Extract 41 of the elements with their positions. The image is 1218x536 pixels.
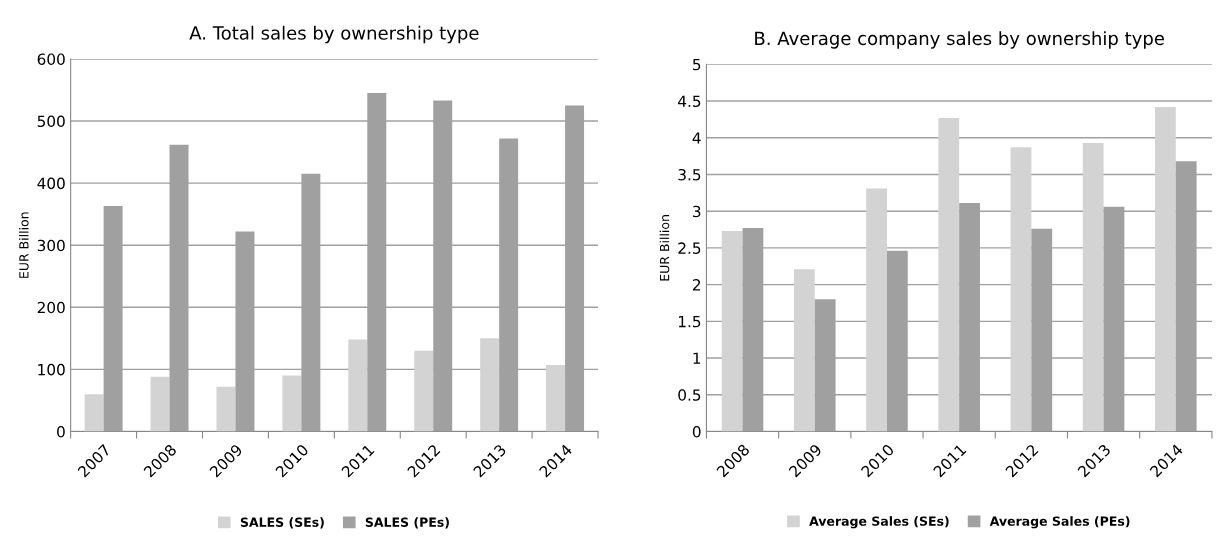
bar xyxy=(282,375,302,432)
y-tick-label: 100 xyxy=(38,363,65,376)
bar xyxy=(480,338,500,432)
bar xyxy=(348,339,368,432)
bar xyxy=(1010,147,1032,432)
y-tick-label: 400 xyxy=(37,177,65,190)
y-tick-label: 500 xyxy=(37,115,65,128)
chart-title: A. Total sales by ownership type xyxy=(189,25,479,44)
bar xyxy=(938,117,960,432)
y-tick-label: 2.5 xyxy=(678,242,701,254)
bar xyxy=(721,231,743,432)
y-axis-title: EUR Billion xyxy=(659,215,670,281)
y-tick-label: 200 xyxy=(37,301,65,314)
bar xyxy=(1082,142,1104,432)
y-tick-label: 1 xyxy=(693,352,701,364)
y-tick-label: 3.5 xyxy=(678,168,701,181)
y-tick-label: 4 xyxy=(692,132,701,144)
y-axis-title: EUR Billion xyxy=(18,212,29,278)
legend-label: Average Sales (PEs) xyxy=(989,516,1130,529)
y-tick-label: 300 xyxy=(37,239,65,252)
y-tick-label: 0 xyxy=(57,425,65,438)
bar xyxy=(414,350,434,432)
legend-label: Average Sales (SEs) xyxy=(809,516,949,529)
legend-label: SALES (SEs) xyxy=(240,517,324,529)
y-tick-label: 5 xyxy=(693,58,701,71)
y-tick-label: 4.5 xyxy=(678,95,701,108)
chart-title: B. Average company sales by ownership type xyxy=(755,31,1164,49)
y-tick-label: 2 xyxy=(692,279,701,291)
y-tick-label: 0.5 xyxy=(678,389,701,401)
bar xyxy=(793,269,815,432)
bar xyxy=(1155,106,1176,432)
bar xyxy=(866,188,887,432)
bar xyxy=(150,376,170,432)
y-tick-label: 600 xyxy=(37,53,65,65)
y-tick-label: 3 xyxy=(693,205,701,218)
legend-label: SALES (PEs) xyxy=(365,517,449,529)
bar xyxy=(216,386,236,432)
bar xyxy=(84,394,104,432)
bar xyxy=(546,365,566,432)
y-tick-label: 1.5 xyxy=(678,316,701,328)
y-tick-label: 0 xyxy=(692,425,701,438)
